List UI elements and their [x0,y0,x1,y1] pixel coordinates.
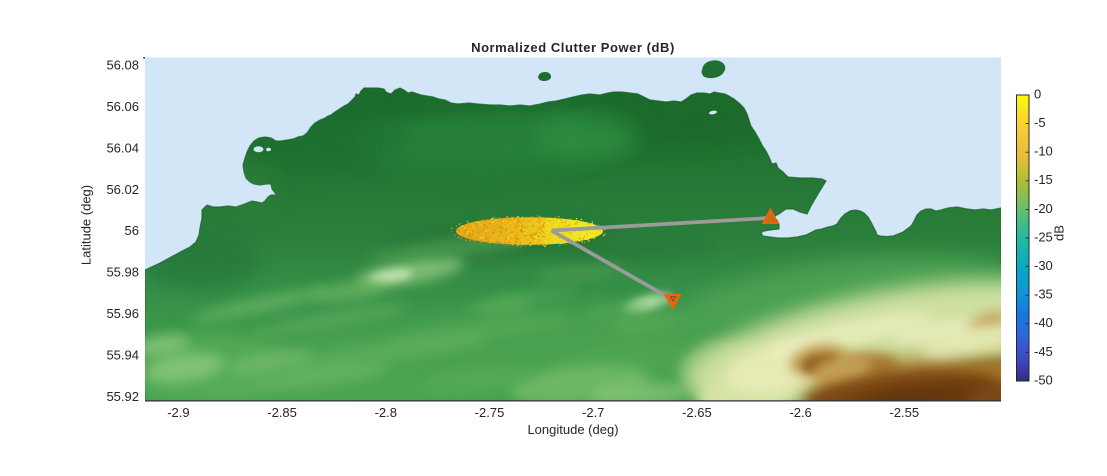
svg-text:-2.9: -2.9 [167,405,189,420]
svg-text:-2.75: -2.75 [475,405,505,420]
svg-text:-50: -50 [1034,372,1053,387]
svg-text:56.02: 56.02 [106,182,139,197]
svg-text:-40: -40 [1034,315,1053,330]
svg-text:-35: -35 [1034,287,1053,302]
svg-text:dB: dB [1052,225,1067,241]
svg-text:56.04: 56.04 [106,140,139,155]
svg-text:-10: -10 [1034,144,1053,159]
svg-text:-2.8: -2.8 [375,405,397,420]
svg-text:-45: -45 [1034,344,1053,359]
svg-text:56.08: 56.08 [106,58,139,73]
svg-text:-2.6: -2.6 [789,405,811,420]
svg-text:-2.55: -2.55 [889,405,919,420]
svg-text:55.96: 55.96 [106,306,139,321]
svg-text:-2.65: -2.65 [682,405,712,420]
svg-text:56: 56 [125,223,139,238]
svg-text:0: 0 [1034,86,1041,101]
svg-text:-30: -30 [1034,258,1053,273]
svg-text:Longitude (deg): Longitude (deg) [527,422,618,437]
svg-text:Latitude (deg): Latitude (deg) [79,185,94,265]
svg-text:-2.7: -2.7 [582,405,604,420]
svg-text:-15: -15 [1034,172,1053,187]
svg-text:-5: -5 [1034,115,1046,130]
svg-text:-20: -20 [1034,201,1053,216]
svg-text:55.92: 55.92 [106,389,139,404]
svg-text:-2.85: -2.85 [267,405,297,420]
svg-text:56.06: 56.06 [106,99,139,114]
svg-text:55.98: 55.98 [106,265,139,280]
svg-text:Normalized Clutter Power (dB): Normalized Clutter Power (dB) [471,40,675,55]
svg-text:55.94: 55.94 [106,347,139,362]
svg-text:-25: -25 [1034,229,1053,244]
